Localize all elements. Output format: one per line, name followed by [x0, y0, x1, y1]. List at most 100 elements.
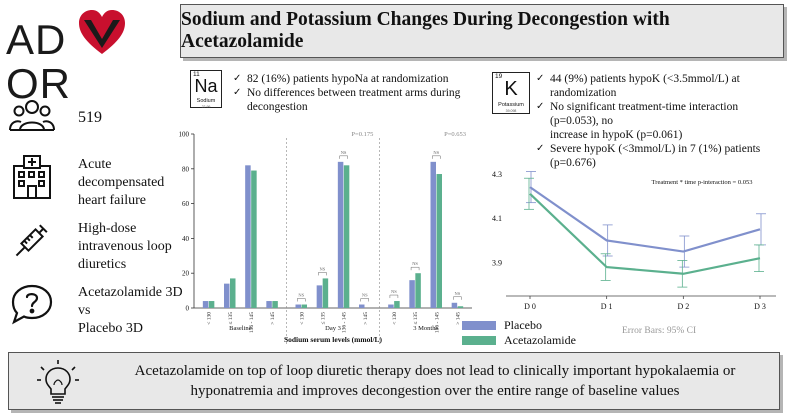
- syringe-icon: [15, 224, 48, 257]
- error-bars-note: Error Bars: 95% CI: [622, 326, 697, 336]
- x-category-label: ≤ 135: [228, 312, 234, 325]
- arms-text: Acetazolamide 3D vs Placebo 3D: [78, 285, 183, 336]
- x-category-label: > 145: [455, 312, 461, 325]
- sidebar-patients: 519: [8, 92, 102, 140]
- title-banner: Sodium and Potassium Changes During Deco…: [180, 4, 784, 58]
- bar-placebo: [430, 161, 436, 308]
- potassium-line-chart: 3.9 4.1 4.3 D 0 D 1 D 2 D 3 Treatment * time p-…: [492, 170, 776, 310]
- ns-bracket: [453, 296, 462, 300]
- x-category-label: ≤ 135: [413, 312, 419, 325]
- page-title: Sodium and Potassium Changes During Deco…: [181, 9, 670, 52]
- potassium-bullet: No significant treatment-time interactio…: [536, 100, 786, 142]
- ns-label: NS: [298, 293, 304, 298]
- x-axis-title: Sodium serum levels (mmol/L): [284, 335, 383, 344]
- legend-swatch-placebo: [462, 321, 496, 330]
- x-tick-label: D 0: [524, 302, 536, 310]
- logo-wordmark: ADOR: [6, 16, 71, 107]
- sidebar-therapy: High-dose intravenous loop diuretics: [8, 216, 172, 272]
- y-tick-label: 4.3: [492, 170, 502, 179]
- y-tick-label: 20: [182, 270, 190, 278]
- conclusion-text: Acetazolamide on top of loop diuretic th…: [134, 363, 736, 399]
- condition-text: Acute decompensated heart failure: [78, 157, 165, 208]
- ns-bracket: [389, 294, 399, 299]
- ns-label: NS: [455, 291, 461, 296]
- legend-acetazolamide: Acetazolamide: [462, 333, 576, 348]
- ns-bracket: [432, 155, 441, 159]
- y-tick-label: 0: [186, 305, 190, 313]
- sodium-bar-chart: 0 20 40 60 80 100 < 130 ≤ 135 136 - 145 > 145 Base…: [179, 131, 472, 346]
- sidebar-condition: Acute decompensated heart failure: [8, 152, 164, 208]
- potassium-bullets: 44 (9%) patients hypoK (<3.5mmol/L) at r…: [536, 72, 786, 170]
- bar-placebo: [266, 301, 272, 308]
- lightbulb-icon: [37, 360, 79, 404]
- bar-placebo: [245, 165, 251, 308]
- bar-placebo: [388, 304, 394, 308]
- bar-placebo: [202, 301, 209, 308]
- bar-placebo: [295, 304, 301, 308]
- bar-placebo: [337, 161, 344, 308]
- bar-acetazolamide: [230, 278, 236, 308]
- bar-placebo: [359, 304, 365, 308]
- patients-count: 519: [78, 109, 102, 126]
- x-tick-label: D 2: [677, 302, 689, 310]
- sodium-element-tile: 11 Na Sodium 22.99: [190, 70, 222, 109]
- ns-label: NS: [412, 261, 418, 266]
- interaction-annotation: Treatment * time p-interaction = 0.053: [652, 179, 753, 186]
- ns-bracket: [318, 272, 327, 276]
- heart-icon: [79, 10, 125, 54]
- ns-label: NS: [362, 293, 368, 298]
- bar-acetazolamide: [322, 278, 329, 308]
- ns-label: NS: [320, 266, 326, 271]
- bar-placebo: [224, 283, 230, 308]
- bar-acetazolamide: [415, 273, 421, 308]
- bar-placebo: [451, 302, 458, 308]
- legend-swatch-acetazolamide: [462, 336, 496, 345]
- p-value-label: P=0.175: [351, 131, 373, 138]
- series-line-placebo: [529, 186, 761, 253]
- bar-acetazolamide: [394, 301, 400, 308]
- bar-acetazolamide: [272, 301, 278, 308]
- sodium-bullets: 82 (16%) patients hypoNa at randomizatio…: [233, 72, 478, 114]
- potassium-bullet: 44 (9%) patients hypoK (<3.5mmol/L) at r…: [536, 72, 786, 100]
- bar-acetazolamide: [436, 174, 442, 308]
- bar-placebo: [316, 285, 323, 308]
- x-category-label: 136 - 145: [434, 312, 440, 333]
- x-category-label: < 130: [392, 312, 398, 325]
- y-tick-label: 60: [182, 200, 190, 208]
- group-label: Baseline: [229, 325, 251, 332]
- x-tick-label: D 1: [601, 302, 613, 310]
- group-label: 3 Months: [413, 325, 438, 332]
- sodium-bullet: No differences between treatment arms du…: [233, 86, 478, 114]
- ns-label: NS: [433, 150, 439, 155]
- question-bubble-icon: [11, 284, 53, 325]
- x-category-label: 136 - 145: [249, 312, 255, 333]
- hospital-icon: [13, 155, 51, 199]
- potassium-bullet: Severe hypoK (<3mmol/L) in 7 (1%) patien…: [536, 142, 786, 170]
- people-icon: [9, 100, 55, 131]
- ns-bracket: [297, 298, 306, 302]
- x-category-label: < 130: [299, 312, 305, 325]
- legend-placebo: Placebo: [462, 318, 542, 333]
- y-tick-label: 80: [182, 165, 190, 173]
- ns-bracket: [360, 298, 369, 302]
- group-label: Day 3: [325, 325, 341, 332]
- p-value-label: P=0.653: [444, 131, 466, 138]
- bar-acetazolamide: [457, 306, 464, 308]
- potassium-element-tile: 19 K Potassium 39.098: [492, 72, 530, 114]
- y-tick-label: 100: [179, 131, 190, 139]
- advor-logo: ADOR: [6, 8, 166, 106]
- bar-acetazolamide: [343, 165, 350, 308]
- ns-bracket: [339, 155, 348, 159]
- x-category-label: 136 - 145: [342, 312, 348, 333]
- sodium-bullet: 82 (16%) patients hypoNa at randomizatio…: [233, 72, 478, 86]
- ns-bracket: [410, 266, 420, 271]
- y-tick-label: 40: [182, 235, 190, 243]
- x-category-label: ≤ 135: [320, 312, 326, 325]
- bar-placebo: [409, 280, 415, 308]
- bar-acetazolamide: [301, 304, 307, 308]
- x-category-label: > 145: [270, 312, 276, 325]
- y-tick-label: 4.1: [492, 214, 502, 223]
- series-line-acetazolamide: [529, 192, 761, 275]
- x-tick-label: D 3: [754, 302, 766, 310]
- x-category-label: > 145: [363, 312, 369, 325]
